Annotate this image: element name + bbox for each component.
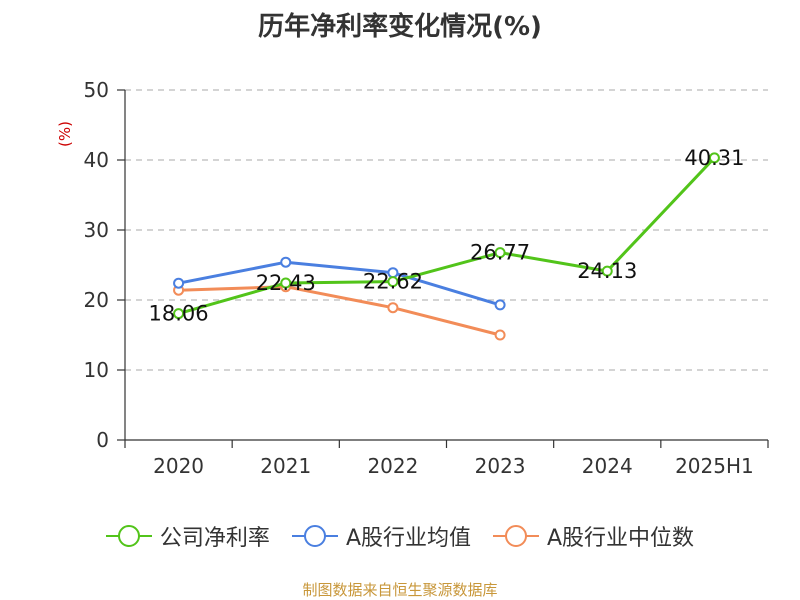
legend-item-company-net-margin[interactable]: 公司净利率 [105,520,270,552]
legend-label: 公司净利率 [159,526,270,551]
data-point [280,256,292,268]
legend-item-industry-median[interactable]: A股行业中位数 [493,520,694,552]
data-point [494,299,506,311]
x-tick-label: 2024 [582,454,633,478]
x-tick-label: 2023 [475,454,526,478]
data-label: 40.31 [684,146,744,170]
legend-marker-icon [493,525,539,547]
legend: 公司净利率 A股行业均值 A股行业中位数 [0,520,800,552]
series-line [178,285,501,337]
x-tick-label: 2022 [367,454,418,478]
chart-title: 历年净利率变化情况(%) [258,12,542,42]
data-point [173,308,185,320]
data-point [387,276,399,288]
x-tick-label: 2021 [260,454,311,478]
legend-item-industry-mean[interactable]: A股行业均值 [291,520,471,552]
data-point [173,277,185,289]
data-point [494,247,506,259]
source-note: 制图数据来自恒生聚源数据库 [302,581,498,599]
y-tick-label: 0 [96,428,109,452]
data-label: 22.43 [256,271,316,295]
data-label: 18.06 [149,302,209,326]
y-tick-label: 20 [84,288,109,312]
data-label: 26.77 [470,241,530,265]
data-point [601,265,613,277]
data-point [280,277,292,289]
data-point [494,329,506,341]
series-line [178,156,716,316]
legend-marker-icon [105,525,152,547]
y-tick-label: 40 [84,148,109,172]
series-line [178,260,501,307]
y-tick-label: 50 [84,78,109,102]
data-label: 22.62 [363,270,423,294]
legend-label: A股行业均值 [345,526,471,551]
x-tick-label: 2025H1 [675,454,754,478]
y-tick-label: 30 [84,218,109,242]
data-point [708,152,720,164]
legend-marker-icon [291,525,338,547]
data-label: 24.13 [577,259,637,283]
y-tick-label: 10 [84,358,109,382]
data-point [387,302,399,314]
x-tick-label: 2020 [153,454,204,478]
legend-label: A股行业中位数 [547,526,695,551]
